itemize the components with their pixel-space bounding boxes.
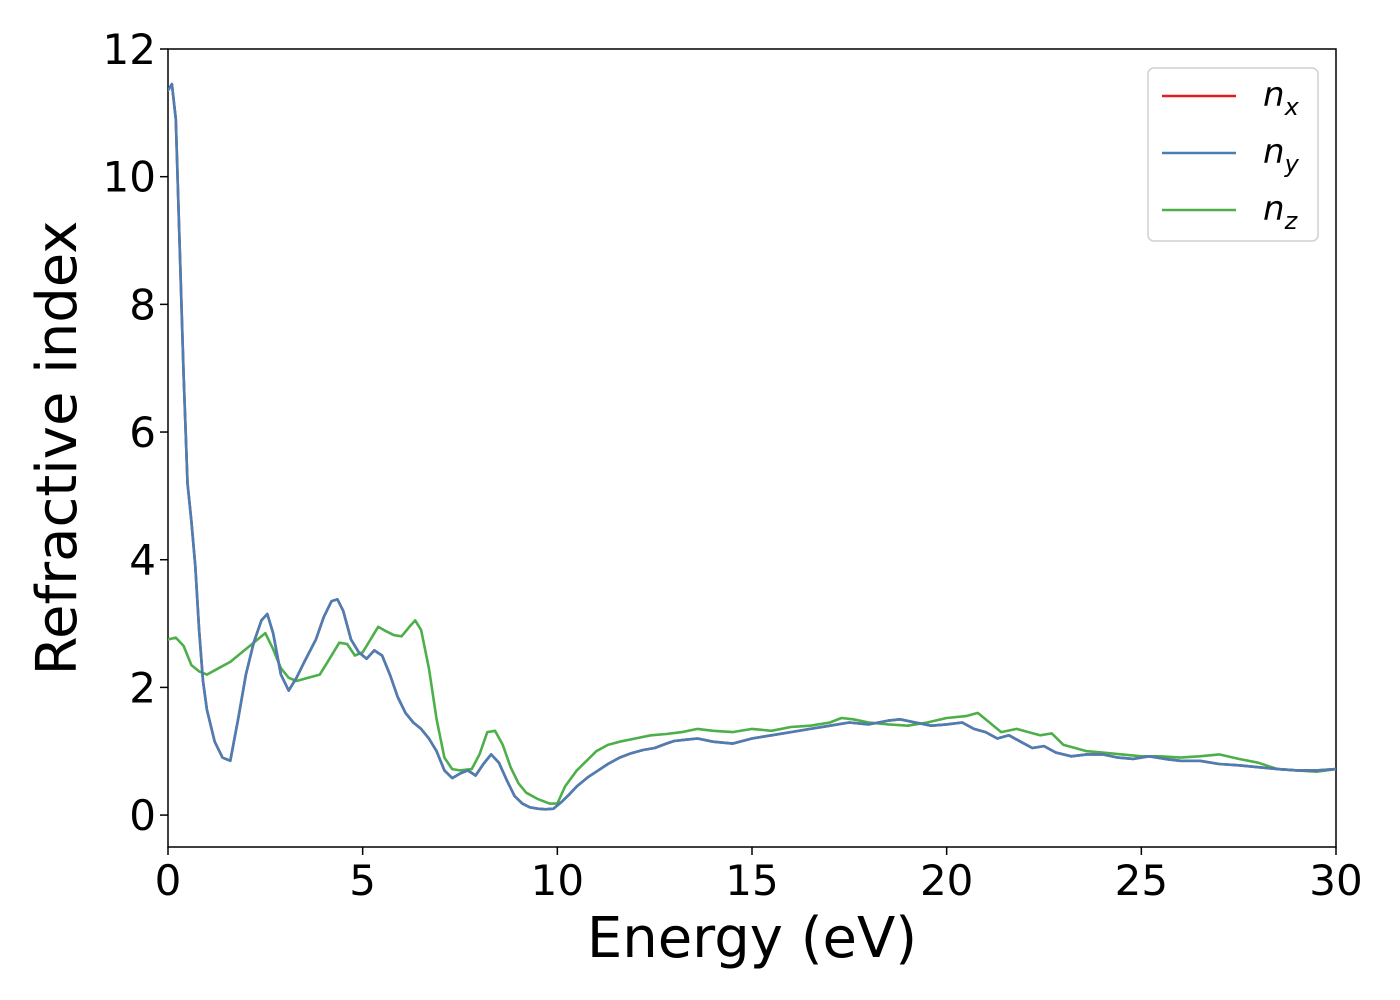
- x-tick-label: 5: [349, 856, 376, 905]
- legend-label-sub: y: [1284, 150, 1300, 178]
- y-axis-ticks: 0 2 4 6 8 10 12: [103, 25, 168, 840]
- y-tick-label: 4: [129, 536, 156, 585]
- x-tick-label: 10: [531, 856, 584, 905]
- y-tick-label: 6: [129, 408, 156, 457]
- series-layer: [168, 82, 1336, 811]
- legend-label-z: nz: [1263, 189, 1299, 235]
- y-tick-label: 0: [129, 791, 156, 840]
- series-line-y: [168, 82, 1336, 811]
- x-axis-ticks: 0 5 10 15 20 25 30: [155, 847, 1363, 905]
- legend-label-base: n: [1263, 75, 1285, 115]
- legend-label-base: n: [1263, 132, 1285, 172]
- y-tick-label: 8: [129, 280, 156, 329]
- x-tick-label: 20: [920, 856, 973, 905]
- y-axis-title: Refractive index: [25, 221, 90, 676]
- x-axis-title: Energy (eV): [587, 906, 917, 971]
- x-tick-label: 0: [155, 856, 182, 905]
- y-tick-label: 12: [103, 25, 156, 74]
- legend-label-y: ny: [1263, 132, 1300, 178]
- legend-box: [1147, 67, 1319, 242]
- x-tick-label: 15: [725, 856, 778, 905]
- legend-label-sub: x: [1284, 93, 1300, 121]
- y-tick-label: 10: [103, 153, 156, 202]
- y-tick-label: 2: [129, 663, 156, 712]
- legend-label-base: n: [1263, 189, 1285, 229]
- series-line-z: [168, 619, 1336, 805]
- legend-label-x: nx: [1263, 75, 1300, 121]
- legend-label-sub: z: [1284, 207, 1299, 235]
- x-tick-label: 25: [1115, 856, 1168, 905]
- x-tick-label: 30: [1309, 856, 1362, 905]
